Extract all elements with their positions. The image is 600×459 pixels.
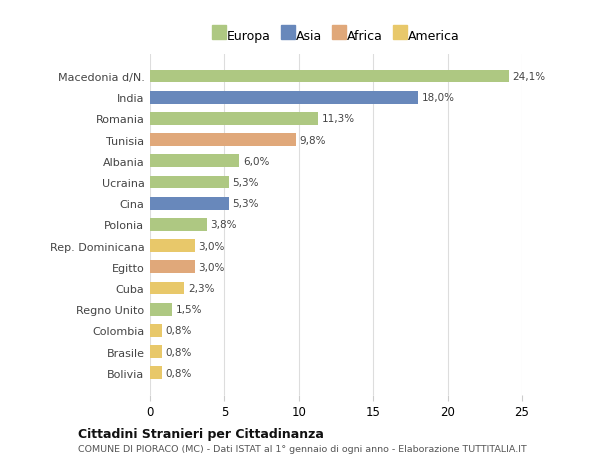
Bar <box>150 367 162 379</box>
Bar <box>150 197 229 210</box>
Bar <box>150 113 318 125</box>
Legend: Europa, Asia, Africa, America: Europa, Asia, Africa, America <box>209 28 463 45</box>
Text: 0,8%: 0,8% <box>166 368 192 378</box>
Text: 0,8%: 0,8% <box>166 326 192 336</box>
Text: 11,3%: 11,3% <box>322 114 355 124</box>
Text: 3,8%: 3,8% <box>210 220 237 230</box>
Text: Cittadini Stranieri per Cittadinanza: Cittadini Stranieri per Cittadinanza <box>78 427 324 440</box>
Text: 0,8%: 0,8% <box>166 347 192 357</box>
Text: 2,3%: 2,3% <box>188 283 214 293</box>
Bar <box>150 92 418 104</box>
Text: 1,5%: 1,5% <box>176 304 203 314</box>
Bar <box>150 134 296 147</box>
Text: 24,1%: 24,1% <box>512 72 545 82</box>
Bar <box>150 261 194 274</box>
Bar <box>150 346 162 358</box>
Text: 5,3%: 5,3% <box>233 178 259 188</box>
Bar <box>150 240 194 252</box>
Bar <box>150 282 184 295</box>
Bar <box>150 325 162 337</box>
Text: 3,0%: 3,0% <box>199 262 225 272</box>
Text: 5,3%: 5,3% <box>233 199 259 209</box>
Bar <box>150 303 172 316</box>
Bar <box>150 218 206 231</box>
Bar <box>150 176 229 189</box>
Bar <box>150 71 509 83</box>
Text: 6,0%: 6,0% <box>243 157 269 167</box>
Text: 3,0%: 3,0% <box>199 241 225 251</box>
Bar <box>150 155 239 168</box>
Text: 18,0%: 18,0% <box>422 93 455 103</box>
Text: COMUNE DI PIORACO (MC) - Dati ISTAT al 1° gennaio di ogni anno - Elaborazione TU: COMUNE DI PIORACO (MC) - Dati ISTAT al 1… <box>78 444 527 453</box>
Text: 9,8%: 9,8% <box>299 135 326 146</box>
